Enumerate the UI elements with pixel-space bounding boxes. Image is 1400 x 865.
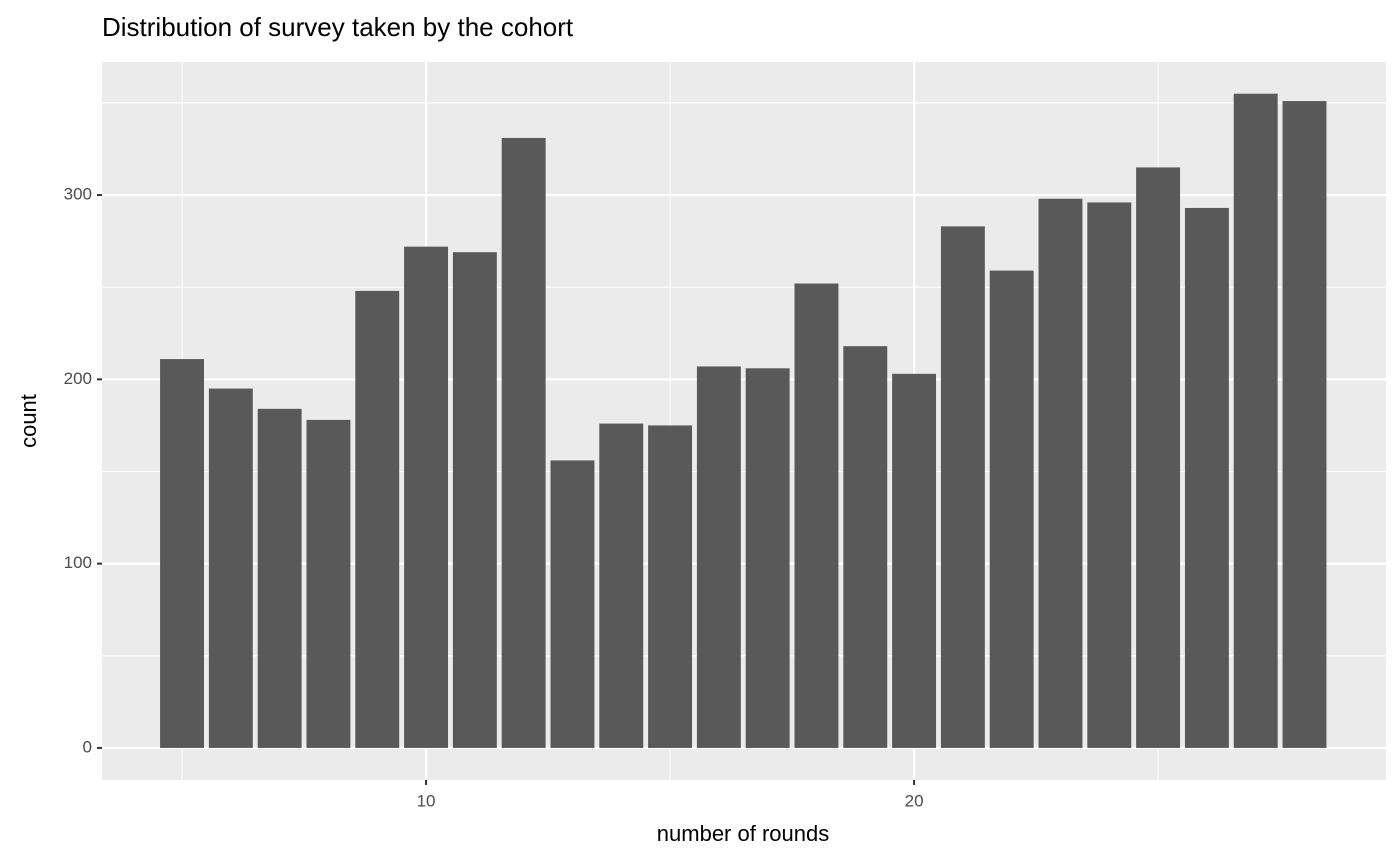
bar: [1038, 198, 1083, 748]
x-axis-label: number of rounds: [657, 821, 829, 846]
y-tick-label: 100: [64, 553, 92, 572]
bar: [306, 419, 351, 748]
bar: [404, 246, 449, 748]
x-tick-label: 10: [417, 791, 436, 810]
y-tick-label: 0: [83, 737, 92, 756]
y-axis-label: count: [16, 394, 41, 448]
bar: [160, 359, 204, 748]
y-tick-label: 300: [64, 185, 92, 204]
bar: [892, 373, 937, 748]
bar: [696, 366, 741, 748]
bar: [940, 226, 985, 748]
bar: [355, 290, 400, 748]
bar: [452, 252, 497, 748]
chart-title: Distribution of survey taken by the coho…: [102, 12, 574, 42]
bar: [989, 270, 1034, 748]
y-tick-label: 200: [64, 369, 92, 388]
bar: [1184, 207, 1229, 748]
bar: [1087, 202, 1132, 748]
bar: [208, 388, 253, 748]
bar: [1136, 167, 1181, 748]
bar: [550, 460, 595, 748]
bar: [599, 423, 644, 748]
bar: [843, 346, 888, 748]
bar: [1282, 101, 1327, 748]
bar: [257, 408, 302, 748]
bar: [745, 368, 790, 748]
x-tick-label: 20: [905, 791, 924, 810]
bar: [1233, 93, 1278, 748]
bar: [794, 283, 839, 748]
bar: [501, 137, 546, 748]
bar: [648, 425, 693, 748]
